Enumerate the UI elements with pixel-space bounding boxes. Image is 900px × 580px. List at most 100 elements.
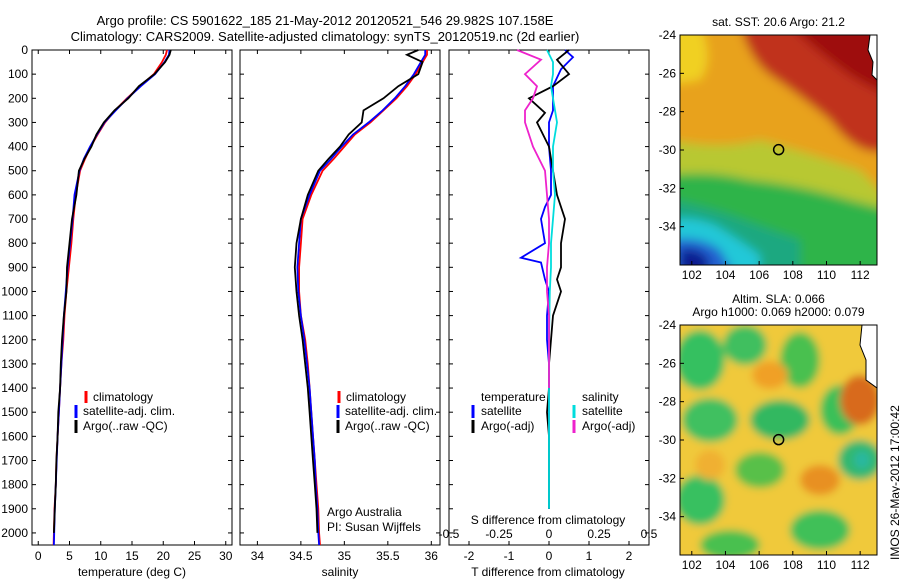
temperature-legend: climatology satellite-adj. clim. Argo(..… [74, 390, 175, 433]
sla-map-title-line1: Altim. SLA: 0.066 [732, 292, 825, 306]
temperature-axes-frame [31, 49, 233, 546]
map-x-tick-label: 112 [851, 558, 870, 572]
x-tick-label: 30 [219, 549, 233, 563]
map-x-tick-label: 102 [682, 268, 702, 282]
sla-map: 102 104 106 108 110 112 -24 -26 -28 -30 -32 -34 [659, 318, 878, 572]
profile-title: Argo profile: CS 5901622_185 21-May-2012… [96, 13, 554, 28]
x-tick-label: 2 [626, 549, 633, 563]
temperature-xlabel: temperature (deg C) [78, 565, 186, 579]
map-y-tick-label: -26 [659, 66, 677, 80]
sst-map: 102 104 106 108 110 112 -24 -26 -28 -30 -32 -34 [659, 28, 878, 282]
temperature-panel: 0100200300400500600700800900100011001200… [1, 43, 232, 579]
credit-line2: PI: Susan Wijffels [327, 520, 421, 534]
map-x-tick-label: 108 [783, 558, 803, 572]
x-tick-label: 0 [35, 549, 42, 563]
climatology-subtitle: Climatology: CARS2009. Satellite-adjuste… [70, 29, 580, 44]
legend-satellite-label: satellite-adj. clim. [83, 404, 175, 418]
sst-field [680, 35, 877, 265]
map-y-tick-label: -32 [659, 471, 677, 485]
y-tick-label: 1600 [1, 429, 28, 443]
map-y-tick-label: -24 [659, 318, 677, 332]
sla-map-title-line2: Argo h1000: 0.069 h2000: 0.079 [692, 305, 865, 319]
timestamp-stamp: IMOS 26-May-2012 17:00:42 [888, 405, 900, 560]
diff-top-xlabel: S difference from climatology [471, 513, 626, 527]
argo-location-marker [772, 433, 785, 446]
sla-field [680, 325, 877, 555]
map-x-tick-label: 112 [851, 268, 870, 282]
map-x-tick-label: 110 [817, 558, 836, 572]
legend-temperature-heading: temperature [481, 390, 546, 404]
x-tick-label: 25 [188, 549, 202, 563]
map-y-tick-label: -28 [659, 395, 677, 409]
map-x-tick-label: 106 [749, 268, 769, 282]
legend-salinity-heading: salinity [582, 390, 619, 404]
y-tick-label: 800 [8, 236, 28, 250]
legend-satellite-label: satellite-adj. clim. [345, 404, 437, 418]
y-tick-label: 1100 [2, 309, 28, 323]
x-tick-label: 10 [94, 549, 108, 563]
map-y-tick-label: -34 [659, 220, 677, 234]
sst-map-title: sat. SST: 20.6 Argo: 21.2 [712, 15, 845, 29]
legend-climatology-label: climatology [93, 390, 153, 404]
map-x-tick-label: 106 [749, 558, 769, 572]
legend-temp-satellite-label: satellite [481, 404, 522, 418]
y-tick-label: 600 [8, 188, 28, 202]
y-tick-label: 1900 [1, 502, 28, 516]
y-tick-label: 0 [21, 43, 28, 57]
salinity-legend: climatology satellite-adj. clim. Argo(..… [336, 390, 437, 433]
y-tick-label: 400 [8, 140, 28, 154]
y-tick-label: 1400 [1, 381, 28, 395]
x-top-tick-label: 0.25 [587, 527, 611, 541]
map-y-tick-label: -30 [659, 143, 677, 157]
x-top-tick-label: -0.5 [439, 527, 460, 541]
x-tick-label: 15 [125, 549, 139, 563]
map-y-tick-label: -34 [659, 510, 677, 524]
x-tick-label: 20 [157, 549, 171, 563]
map-x-tick-label: 108 [783, 268, 803, 282]
x-tick-label: 0 [546, 549, 553, 563]
diff-bottom-xlabel: T difference from climatology [471, 565, 625, 579]
legend-sal-argo-label: Argo(-adj) [582, 419, 635, 433]
series-line-argo-raw-qc- [293, 49, 424, 533]
y-tick-label: 1300 [1, 357, 28, 371]
legend-climatology-label: climatology [346, 390, 406, 404]
series-line-salinity-argo-adj- [516, 49, 550, 388]
legend-argo-label: Argo(..raw -QC) [83, 419, 168, 433]
map-y-tick-label: -24 [659, 28, 677, 42]
map-x-tick-label: 102 [682, 558, 702, 572]
y-tick-label: 1000 [1, 284, 28, 298]
legend-sal-satellite-label: satellite [582, 404, 623, 418]
y-tick-label: 100 [8, 67, 28, 81]
x-tick-label: 35.5 [376, 549, 400, 563]
map-y-tick-label: -26 [659, 356, 677, 370]
sla-coastline [859, 325, 877, 389]
credit-line1: Argo Australia [327, 505, 402, 519]
argo-location-marker [772, 143, 785, 156]
series-line-satellite-adj-clim- [296, 50, 427, 546]
x-tick-label: 34.5 [289, 549, 313, 563]
salinity-panel: 34 34.5 35 35.5 36 salinity climatology sate… [239, 49, 441, 579]
y-tick-label: 1200 [1, 333, 28, 347]
difference-panel: -2 -1 0 1 2 -0.5 -0.25 0 0.25 0.5 S difference f… [439, 49, 658, 579]
y-tick-label: 1800 [1, 478, 28, 492]
map-x-tick-label: 104 [715, 268, 735, 282]
y-tick-label: 2000 [1, 526, 28, 540]
x-tick-label: -2 [464, 549, 475, 563]
map-x-tick-label: 104 [715, 558, 735, 572]
x-tick-label: 5 [66, 549, 73, 563]
x-top-tick-label: 0.5 [641, 527, 658, 541]
y-tick-label: 300 [8, 115, 28, 129]
difference-legend: temperature satellite Argo(-adj) salinit… [471, 390, 635, 433]
x-tick-label: 36 [425, 549, 439, 563]
legend-argo-label: Argo(..raw -QC) [345, 419, 430, 433]
legend-temp-argo-label: Argo(-adj) [481, 419, 534, 433]
salinity-axes-frame [239, 49, 441, 546]
x-tick-label: 35 [338, 549, 352, 563]
x-tick-label: 34 [251, 549, 265, 563]
y-tick-label: 1500 [1, 405, 28, 419]
map-y-tick-label: -30 [659, 433, 677, 447]
x-top-tick-label: 0 [546, 527, 553, 541]
y-tick-label: 200 [8, 91, 28, 105]
y-tick-label: 1700 [1, 453, 28, 467]
